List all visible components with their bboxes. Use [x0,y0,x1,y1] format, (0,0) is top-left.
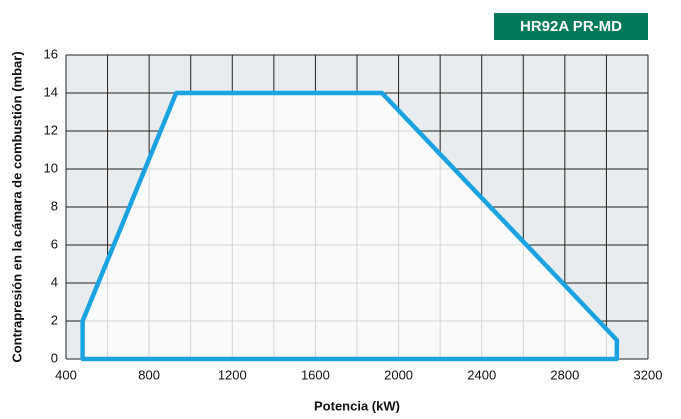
x-tick-label: 1200 [218,367,247,382]
y-axis-label: Contrapresión en la cámara de combustión… [9,51,24,362]
x-tick-label: 2400 [467,367,496,382]
x-tick-label: 2800 [550,367,579,382]
y-tick-label: 16 [44,46,58,61]
x-tick-label: 2000 [384,367,413,382]
y-tick-label: 14 [44,84,58,99]
x-tick-label: 3200 [634,367,663,382]
y-tick-label: 8 [51,198,58,213]
x-axis-label: Potencia (kW) [314,398,400,413]
y-tick-label: 10 [44,160,58,175]
y-tick-label: 0 [51,350,58,365]
y-tick-label: 4 [51,274,58,289]
y-tick-label: 2 [51,312,58,327]
y-tick-label: 6 [51,236,58,251]
x-tick-label: 400 [55,367,77,382]
chart-label: HR92A PR-MD [520,18,622,35]
x-tick-label: 800 [138,367,160,382]
x-tick-label: 1600 [301,367,330,382]
y-tick-label: 12 [44,122,58,137]
label-box [494,13,648,40]
working-area [80,90,620,362]
